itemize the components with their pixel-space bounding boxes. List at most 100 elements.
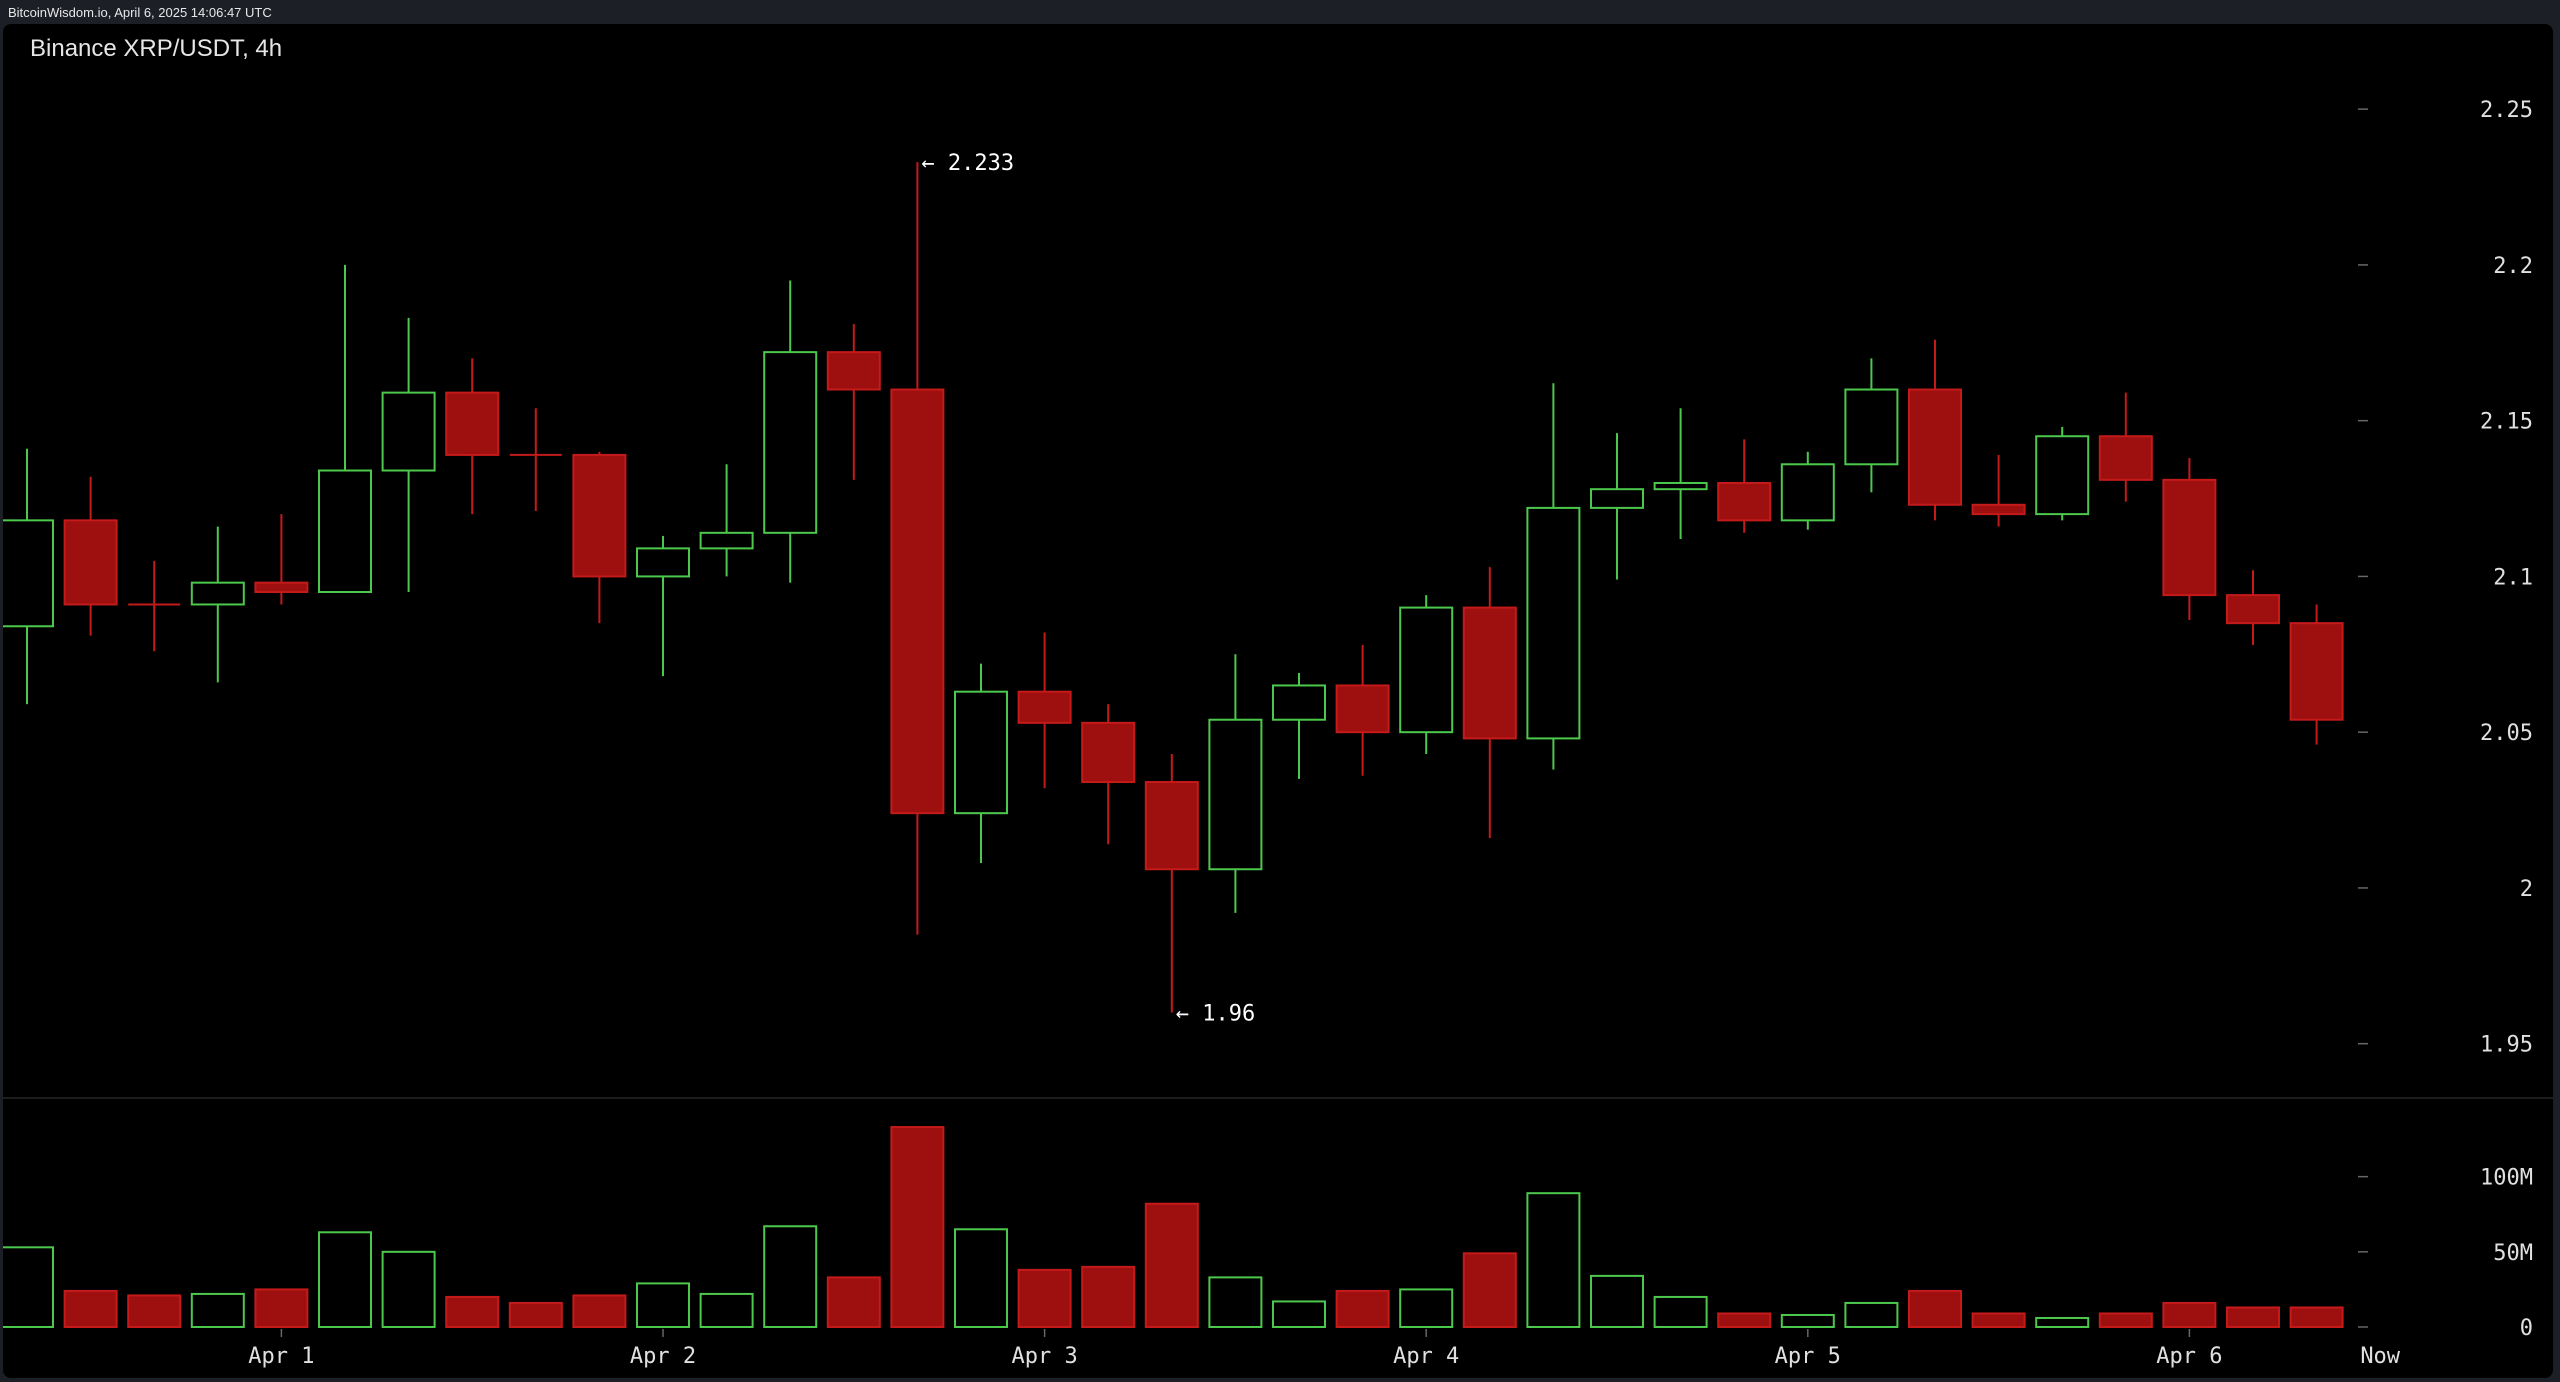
candle — [254, 514, 309, 605]
candle — [318, 264, 372, 593]
candle-body — [1208, 718, 1263, 871]
volume-bar — [1399, 1288, 1454, 1329]
candle-body — [2035, 435, 2090, 516]
candle-body — [890, 388, 945, 815]
price-tick-label: 2.05 — [2480, 721, 2533, 746]
volume-bar — [1717, 1312, 1772, 1329]
candle-body — [1971, 503, 2026, 516]
candle — [572, 451, 627, 624]
volume-bar — [763, 1225, 818, 1328]
candle — [699, 464, 754, 577]
candle-body — [1526, 506, 1581, 740]
candle-body — [1844, 388, 1899, 466]
volume-bar — [1144, 1202, 1199, 1329]
candle — [128, 560, 181, 652]
volume-bar — [1462, 1252, 1517, 1329]
price-tick-label: 2.1 — [2493, 565, 2533, 590]
candle — [63, 476, 118, 636]
candle-body — [636, 547, 690, 578]
candle — [890, 162, 945, 935]
candle-body — [1590, 488, 1644, 509]
price-tick-label: 2.25 — [2480, 98, 2533, 123]
candle — [381, 317, 436, 592]
candle-body — [2098, 435, 2153, 481]
candle — [636, 535, 690, 677]
time-tick-label: Apr 6 — [2156, 1344, 2222, 1369]
candle — [763, 280, 818, 583]
volume-bar — [190, 1292, 245, 1329]
source-label: BitcoinWisdom.io, April 6, 2025 14:06:47… — [8, 5, 272, 20]
volume-bar — [127, 1294, 182, 1329]
volume-bar — [1780, 1313, 1835, 1328]
volume-bar — [1844, 1301, 1899, 1328]
candle — [1526, 383, 1581, 770]
candle-body — [1780, 463, 1835, 522]
candle-body — [63, 519, 118, 606]
candle — [509, 408, 562, 512]
candle — [1653, 408, 1708, 540]
price-axis: 2.25 2.2 2.15 2.1 2.05 2 1.95 — [2358, 98, 2533, 1058]
candle — [2162, 458, 2217, 621]
price-annotation: ← 1.96 — [1176, 1002, 1255, 1027]
chart-title: Binance XRP/USDT, 4h — [30, 35, 283, 62]
candle — [2098, 392, 2153, 502]
candle-body — [2289, 622, 2344, 721]
candle — [954, 663, 1008, 864]
volume-bar — [1590, 1274, 1644, 1329]
volume-bar — [1653, 1295, 1708, 1328]
volume-bar — [508, 1301, 563, 1328]
price-tick-label: 2.2 — [2493, 254, 2533, 279]
candle — [1144, 753, 1199, 1013]
candle — [1208, 654, 1263, 913]
candle — [1780, 451, 1835, 530]
candle-body — [318, 469, 372, 593]
time-axis: Apr 1 Apr 2 Apr 3 Apr 4 Apr 5 Apr 6 Now — [248, 1329, 2401, 1369]
price-tick-label: 1.95 — [2480, 1033, 2533, 1058]
candle — [1971, 454, 2026, 527]
candle — [1081, 704, 1136, 845]
volume-bar — [1272, 1300, 1326, 1329]
candle-body — [2162, 478, 2217, 597]
candle-body — [445, 391, 500, 456]
volume-bar — [1526, 1192, 1581, 1329]
time-tick-label: Apr 5 — [1775, 1344, 1841, 1369]
candle-body — [1653, 481, 1708, 491]
candle — [2035, 426, 2090, 521]
volume-bar — [1335, 1289, 1390, 1328]
candle — [826, 324, 881, 480]
time-tick-label: Apr 1 — [248, 1344, 314, 1369]
candle-body — [763, 351, 818, 534]
time-tick-label: Apr 4 — [1393, 1344, 1459, 1369]
candle — [1017, 632, 1072, 789]
price-tick-label: 2.15 — [2480, 410, 2533, 435]
volume-bar — [2226, 1306, 2280, 1329]
volume-axis: 100M 50M 0 — [2358, 1166, 2533, 1341]
volume-bar — [63, 1289, 118, 1328]
candle-body — [254, 581, 309, 593]
candle-body — [1462, 606, 1517, 740]
candle — [1908, 339, 1962, 521]
price-annotation: ← 2.233 — [921, 151, 1014, 176]
volume-bar — [572, 1294, 627, 1329]
volume-tick-label: 0 — [2520, 1316, 2533, 1341]
candle-body — [381, 391, 436, 472]
candle — [1399, 595, 1454, 754]
volume-bar — [890, 1126, 945, 1328]
time-tick-label: Now — [2360, 1344, 2400, 1369]
volume-bar — [1017, 1268, 1072, 1329]
candle-body — [1272, 684, 1326, 721]
volume-bar — [445, 1295, 500, 1328]
volume-bar — [1908, 1289, 1962, 1328]
candle — [1272, 672, 1326, 779]
candle — [2226, 570, 2280, 645]
candle — [1462, 567, 1517, 839]
candle-body — [2226, 594, 2280, 625]
candle-body — [1144, 781, 1199, 871]
volume-tick-label: 100M — [2480, 1166, 2533, 1191]
volume-bar — [699, 1292, 754, 1329]
volume-bar — [381, 1250, 436, 1329]
candle — [1717, 439, 1772, 533]
candle-body — [3, 519, 54, 628]
volume-bar — [954, 1228, 1008, 1329]
candle-body — [1017, 690, 1072, 724]
